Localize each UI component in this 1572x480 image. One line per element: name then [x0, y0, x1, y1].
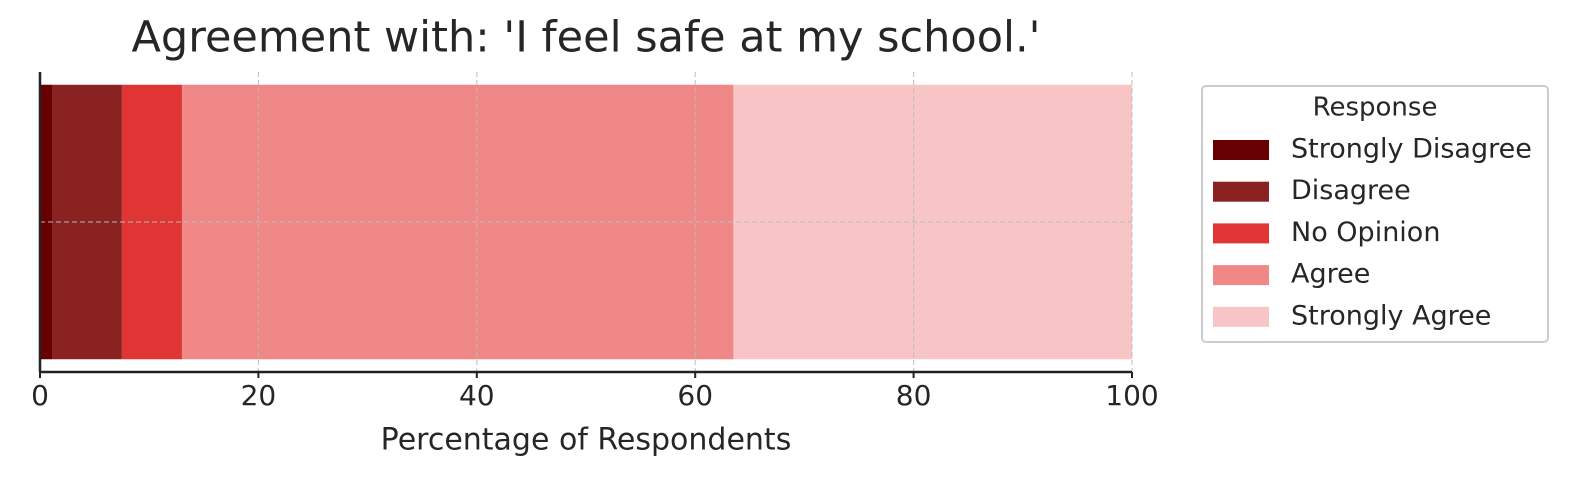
legend-swatch: [1213, 223, 1269, 244]
x-tick-label: 0: [31, 379, 49, 412]
legend-swatch: [1213, 265, 1269, 286]
legend-title: Response: [1313, 93, 1438, 123]
legend-box: [1201, 85, 1549, 343]
legend-swatch: [1213, 181, 1269, 202]
bar-segment: [40, 84, 53, 360]
legend-label: Agree: [1291, 259, 1370, 290]
legend-label: No Opinion: [1291, 217, 1440, 248]
x-tick-label: 80: [896, 379, 932, 412]
legend-label: Strongly Agree: [1291, 300, 1491, 331]
bar-segment: [52, 84, 122, 360]
x-tick-label: 40: [459, 379, 495, 412]
legend-swatch: [1213, 140, 1269, 160]
x-tick-label: 100: [1105, 379, 1158, 412]
legend-swatch: [1213, 306, 1269, 327]
x-tick-label: 20: [241, 379, 277, 412]
legend-label: Strongly Disagree: [1291, 134, 1532, 165]
x-axis-label: Percentage of Respondents: [381, 423, 792, 458]
chart-title: Agreement with: 'I feel safe at my schoo…: [132, 13, 1041, 63]
legend-label: Disagree: [1291, 175, 1411, 206]
x-tick-label: 60: [677, 379, 713, 412]
